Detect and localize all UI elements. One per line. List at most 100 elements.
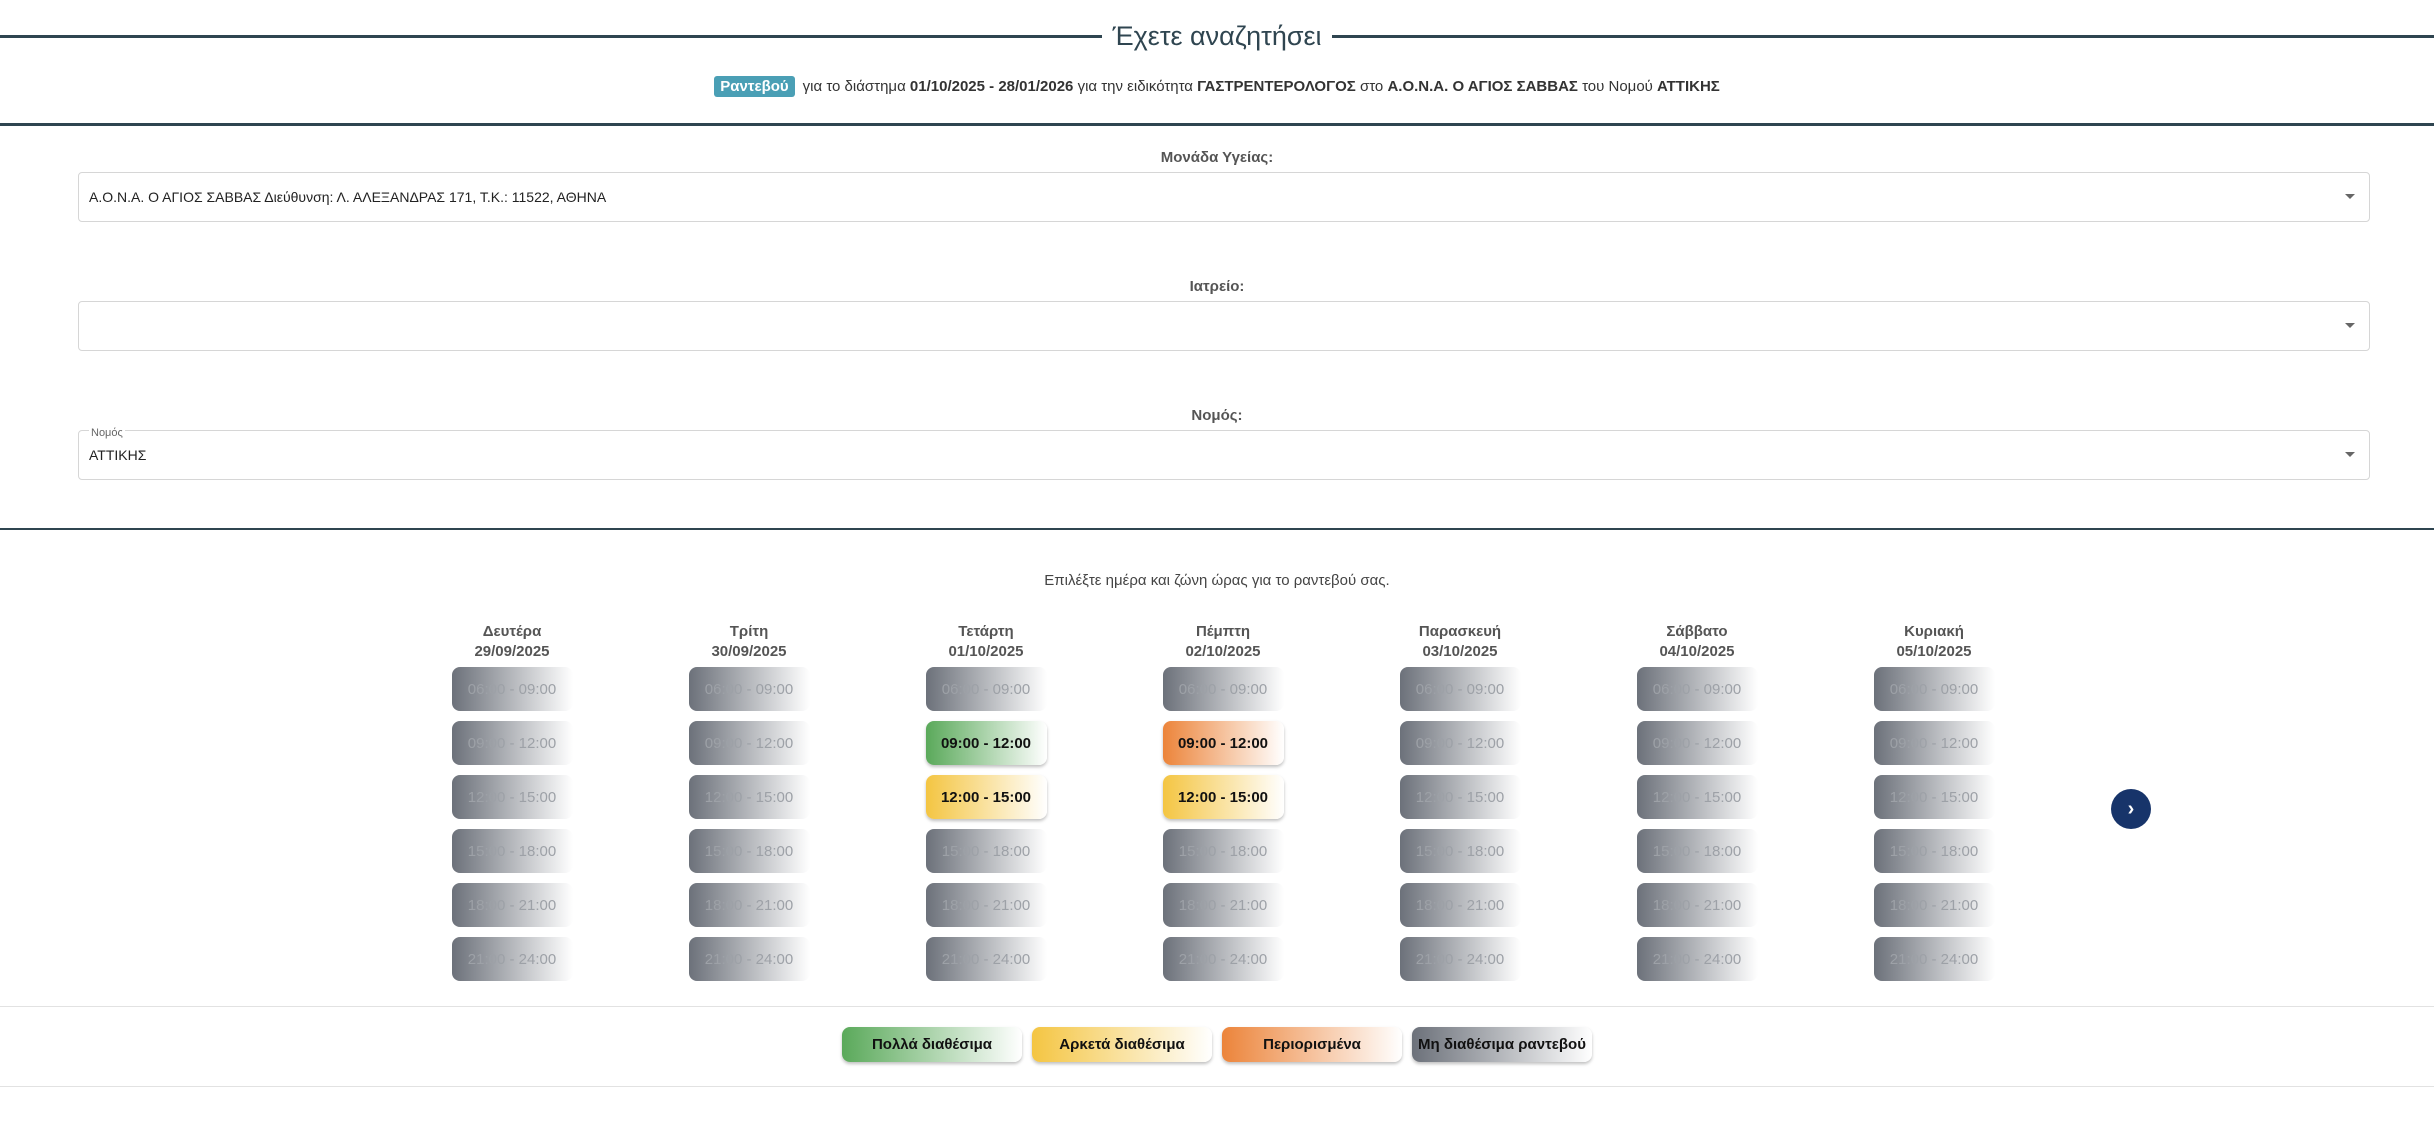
clinic-select[interactable] — [78, 301, 2370, 351]
divider — [0, 123, 2434, 126]
day-date: 05/10/2025 — [1896, 643, 1972, 660]
time-slot-none: 06:00 - 09:00 — [1636, 667, 1758, 711]
time-slot-none: 12:00 - 15:00 — [1873, 775, 1995, 819]
calendar-instruction: Επιλέξτε ημέρα και ζώνη ώρας για το ραντ… — [1044, 572, 1390, 589]
day-name: Πέμπτη — [1195, 623, 1251, 640]
time-slot-none: 12:00 - 15:00 — [1636, 775, 1758, 819]
time-slot-none: 12:00 - 15:00 — [1399, 775, 1521, 819]
day-name: Παρασκευή — [1418, 623, 1502, 640]
legend-limited: Περιορισμένα — [1222, 1027, 1402, 1062]
time-slot-none: 12:00 - 15:00 — [451, 775, 573, 819]
summary-period: 01/10/2025 - 28/01/2026 — [909, 78, 1074, 95]
time-slot-none: 09:00 - 12:00 — [451, 721, 573, 765]
time-slot-none: 15:00 - 18:00 — [1873, 829, 1995, 873]
day-name: Σάββατο — [1666, 623, 1728, 640]
time-slot-none: 21:00 - 24:00 — [1399, 937, 1521, 981]
time-slot-none: 15:00 - 18:00 — [1636, 829, 1758, 873]
time-slot-none: 09:00 - 12:00 — [1399, 721, 1521, 765]
day-name: Τετάρτη — [958, 623, 1014, 640]
legend-enough: Αρκετά διαθέσιμα — [1032, 1027, 1212, 1062]
divider — [0, 528, 2434, 530]
time-slot-limited[interactable]: 09:00 - 12:00 — [1162, 721, 1284, 765]
day-date: 01/10/2025 — [948, 643, 1024, 660]
legend-many: Πολλά διαθέσιμα — [842, 1027, 1022, 1062]
day-column: Σάββατο 04/10/2025 06:00 - 09:00 09:00 - 1… — [1597, 622, 1797, 991]
time-slot-none: 18:00 - 21:00 — [1636, 883, 1758, 927]
time-slot-none: 18:00 - 21:00 — [1873, 883, 1995, 927]
page-title-row: Έχετε αναζητήσει — [0, 14, 2434, 58]
time-slot-none: 21:00 - 24:00 — [688, 937, 810, 981]
chevron-right-icon: › — [2127, 797, 2135, 820]
summary-specialty: ΓΑΣΤΡΕΝΤΕΡΟΛΟΓΟΣ — [1197, 78, 1356, 95]
time-slot-none: 09:00 - 12:00 — [1873, 721, 1995, 765]
time-slot-none: 06:00 - 09:00 — [1873, 667, 1995, 711]
summary-prefecture: ΑΤΤΙΚΗΣ — [1657, 78, 1720, 95]
divider — [1331, 34, 2434, 38]
divider — [0, 1006, 2434, 1007]
summary-text: για την ειδικότητα — [1073, 78, 1198, 95]
clinic-label: Ιατρείο: — [1189, 278, 1245, 295]
day-name: Δευτέρα — [482, 623, 542, 640]
time-slot-none: 12:00 - 15:00 — [688, 775, 810, 819]
next-week-button[interactable]: › — [2111, 789, 2151, 829]
day-date: 02/10/2025 — [1185, 643, 1261, 660]
time-slot-none: 06:00 - 09:00 — [1399, 667, 1521, 711]
summary-text: για το διάστημα — [802, 78, 910, 95]
unit-value: Α.Ο.Ν.Α. Ο ΑΓΙΟΣ ΣΑΒΒΑΣ Διεύθυνση: Λ. ΑΛ… — [89, 189, 607, 205]
time-slot-none: 21:00 - 24:00 — [1873, 937, 1995, 981]
time-slot-none: 15:00 - 18:00 — [451, 829, 573, 873]
day-column: Πέμπτη 02/10/2025 06:00 - 09:00 09:00 - 12… — [1123, 622, 1323, 991]
type-badge: Ραντεβού — [714, 76, 795, 97]
time-slot-none: 06:00 - 09:00 — [688, 667, 810, 711]
time-slot-enough[interactable]: 12:00 - 15:00 — [925, 775, 1047, 819]
day-date: 04/10/2025 — [1659, 643, 1735, 660]
day-column: Κυριακή 05/10/2025 06:00 - 09:00 09:00 - 1… — [1834, 622, 2034, 991]
time-slot-none: 21:00 - 24:00 — [1162, 937, 1284, 981]
page-title: Έχετε αναζητήσει — [1112, 20, 1322, 51]
prefecture-value: ΑΤΤΙΚΗΣ — [89, 447, 147, 463]
caret-down-icon — [2345, 323, 2355, 328]
day-column: Παρασκευή 03/10/2025 06:00 - 09:00 09:00 -… — [1360, 622, 1560, 991]
day-date: 30/09/2025 — [711, 643, 787, 660]
time-slot-none: 18:00 - 21:00 — [451, 883, 573, 927]
time-slot-none: 15:00 - 18:00 — [688, 829, 810, 873]
summary-hospital: Α.Ο.Ν.Α. Ο ΑΓΙΟΣ ΣΑΒΒΑΣ — [1387, 78, 1578, 95]
day-column: Δευτέρα 29/09/2025 06:00 - 09:00 09:00 - 1… — [412, 622, 612, 991]
prefecture-float-label: Νομός — [89, 427, 125, 439]
time-slot-many[interactable]: 09:00 - 12:00 — [925, 721, 1047, 765]
prefecture-label: Νομός: — [1191, 407, 1243, 424]
time-slot-none: 09:00 - 12:00 — [1636, 721, 1758, 765]
time-slot-none: 18:00 - 21:00 — [1162, 883, 1284, 927]
time-slot-none: 06:00 - 09:00 — [925, 667, 1047, 711]
day-name: Κυριακή — [1904, 623, 1964, 640]
day-column: Τετάρτη 01/10/2025 06:00 - 09:00 09:00 - 1… — [886, 622, 1086, 991]
legend: Πολλά διαθέσιμα Αρκετά διαθέσιμα Περιορισμ… — [0, 1027, 2434, 1062]
time-slot-none: 18:00 - 21:00 — [1399, 883, 1521, 927]
time-slot-none: 15:00 - 18:00 — [1399, 829, 1521, 873]
divider — [0, 1086, 2434, 1087]
unit-select[interactable]: Α.Ο.Ν.Α. Ο ΑΓΙΟΣ ΣΑΒΒΑΣ Διεύθυνση: Λ. ΑΛ… — [78, 172, 2370, 222]
time-slot-none: 09:00 - 12:00 — [688, 721, 810, 765]
time-slot-none: 21:00 - 24:00 — [451, 937, 573, 981]
day-date: 03/10/2025 — [1422, 643, 1498, 660]
time-slot-none: 21:00 - 24:00 — [1636, 937, 1758, 981]
time-slot-enough[interactable]: 12:00 - 15:00 — [1162, 775, 1284, 819]
time-slot-none: 15:00 - 18:00 — [1162, 829, 1284, 873]
time-slot-none: 15:00 - 18:00 — [925, 829, 1047, 873]
day-name: Τρίτη — [729, 623, 769, 640]
caret-down-icon — [2345, 194, 2355, 199]
summary-text: του Νομού — [1577, 78, 1658, 95]
caret-down-icon — [2345, 452, 2355, 457]
search-summary: Ραντεβού για το διάστημα 01/10/2025 - 28/… — [0, 76, 2434, 97]
prefecture-select[interactable]: Νομός ΑΤΤΙΚΗΣ — [78, 427, 2370, 480]
unit-label: Μονάδα Υγείας: — [1160, 149, 1274, 166]
legend-none: Μη διαθέσιμα ραντεβού — [1412, 1027, 1592, 1062]
time-slot-none: 06:00 - 09:00 — [451, 667, 573, 711]
divider — [0, 34, 1103, 38]
time-slot-none: 21:00 - 24:00 — [925, 937, 1047, 981]
time-slot-none: 18:00 - 21:00 — [688, 883, 810, 927]
day-column: Τρίτη 30/09/2025 06:00 - 09:00 09:00 - 12:… — [649, 622, 849, 991]
time-slot-none: 18:00 - 21:00 — [925, 883, 1047, 927]
time-slot-none: 06:00 - 09:00 — [1162, 667, 1284, 711]
day-date: 29/09/2025 — [474, 643, 550, 660]
